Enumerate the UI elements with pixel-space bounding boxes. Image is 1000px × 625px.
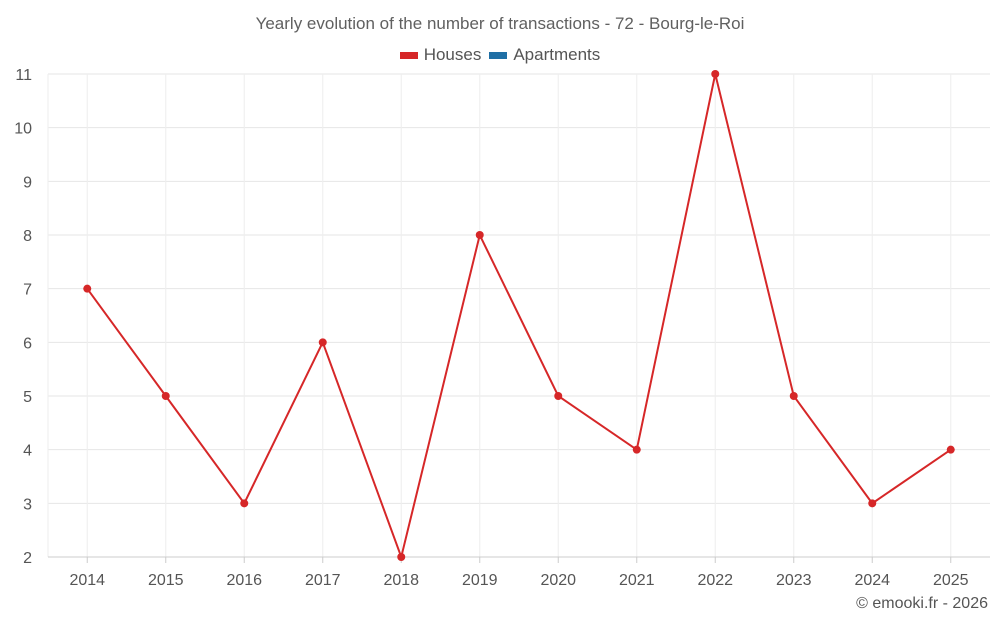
data-point (789, 392, 798, 400)
y-tick-label: 8 (23, 228, 32, 245)
legend-item-houses[interactable]: Houses (399, 45, 482, 65)
data-point (711, 70, 720, 78)
copyright-text: © emooki.fr - 2026 (856, 595, 988, 612)
data-point (632, 445, 641, 454)
data-point (397, 553, 406, 561)
x-tick-label: 2019 (462, 572, 498, 589)
x-tick-label: 2024 (854, 572, 890, 589)
data-point (946, 445, 955, 454)
y-tick-label: 4 (23, 443, 32, 460)
data-point (318, 338, 327, 347)
chart-title: Yearly evolution of the number of transa… (255, 14, 745, 33)
x-tick-label: 2025 (933, 572, 969, 589)
x-tick-label: 2023 (776, 572, 812, 589)
series-line-houses (86, 73, 952, 561)
x-tick-label: 2020 (540, 572, 576, 589)
y-tick-label: 10 (14, 121, 32, 138)
x-tick-label: 2016 (226, 572, 262, 589)
legend-label-apartments: Apartments (513, 45, 601, 64)
data-point (475, 231, 484, 239)
data-point (240, 499, 249, 508)
y-tick-label: 9 (23, 174, 32, 191)
data-point (161, 392, 170, 400)
legend-label-houses: Houses (423, 45, 482, 64)
y-tick-label: 2 (23, 550, 32, 567)
legend-swatch-apartments (489, 51, 508, 59)
chart-legend: Houses Apartments (0, 45, 1000, 65)
x-tick-label: 2021 (619, 572, 655, 589)
x-tick-label: 2015 (148, 572, 184, 589)
y-tick-label: 7 (23, 282, 32, 299)
x-tick-label: 2018 (383, 572, 419, 589)
data-point (83, 284, 92, 293)
y-tick-label: 11 (15, 67, 32, 84)
y-tick-label: 5 (23, 389, 32, 406)
legend-swatch-houses (399, 51, 418, 59)
legend-item-apartments[interactable]: Apartments (489, 45, 600, 65)
data-point (868, 499, 877, 508)
x-tick-label: 2014 (69, 572, 105, 589)
data-point (554, 392, 563, 400)
y-tick-label: 6 (23, 335, 32, 352)
y-tick-label: 3 (23, 496, 32, 513)
x-tick-label: 2022 (697, 572, 733, 589)
x-tick-label: 2017 (305, 572, 341, 589)
